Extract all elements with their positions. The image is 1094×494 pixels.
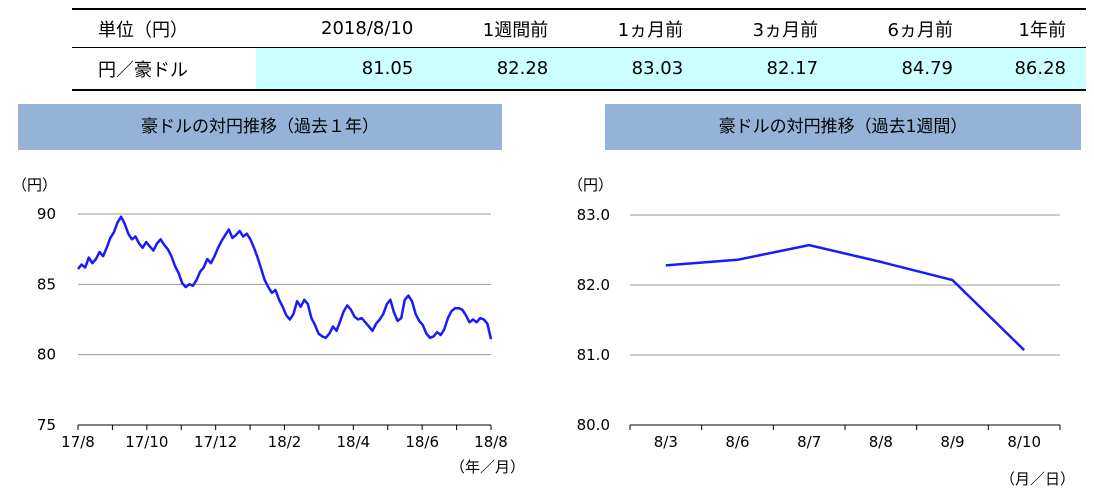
chart2-x-tick-label: 8/3	[654, 433, 678, 451]
table-row: 円／豪ドル 81.05 82.28 83.03 82.17 84.79 86.2…	[72, 47, 1086, 91]
chart2-y-unit: （円）	[568, 176, 613, 194]
value-date: 81.05	[256, 47, 434, 91]
chart1-y-tick-label: 80	[37, 346, 56, 364]
chart2-title: 豪ドルの対円推移（過去1週間）	[605, 104, 1081, 150]
chart2-y-tick-label: 81.0	[577, 346, 610, 364]
chart2-series-line	[665, 243, 1026, 351]
chart2-x-tick-label: 8/10	[1007, 433, 1041, 451]
chart1-x-tick-label: 18/6	[405, 433, 439, 451]
chart1-x-tick-label: 17/8	[61, 433, 95, 451]
value-3months: 82.17	[703, 47, 839, 91]
row-label: 円／豪ドル	[72, 47, 256, 91]
chart1-y-tick-label: 75	[37, 416, 56, 434]
chart2-y-tick-label: 83.0	[577, 206, 610, 224]
chart1-x-tick-label: 18/4	[336, 433, 370, 451]
chart1-series-line	[77, 215, 493, 340]
header-3months: 3ヵ月前	[703, 8, 839, 48]
chart1-x-tick-label: 17/12	[194, 433, 237, 451]
chart2-y-tick-label: 82.0	[577, 276, 610, 294]
chart1-y-tick-label: 85	[37, 275, 56, 293]
chart1-x-unit: （年／月）	[450, 458, 525, 476]
chart2-x-tick-label: 8/8	[869, 433, 893, 451]
value-6months: 84.79	[838, 47, 973, 91]
header-unit: 単位（円）	[72, 8, 256, 48]
header-1year: 1年前	[973, 8, 1086, 48]
chart2-x-tick-label: 8/7	[797, 433, 821, 451]
chart1-y-tick-label: 90	[37, 205, 56, 223]
value-1year: 86.28	[973, 47, 1086, 91]
chart1-y-unit: （円）	[12, 176, 57, 194]
header-1month: 1ヵ月前	[568, 8, 704, 48]
chart2-x-tick-label: 8/9	[940, 433, 964, 451]
chart1-x-tick-label: 18/2	[268, 433, 302, 451]
rate-summary-table: 単位（円） 2018/8/10 1週間前 1ヵ月前 3ヵ月前 6ヵ月前 1年前 …	[72, 8, 1086, 91]
chart1-title: 豪ドルの対円推移（過去１年）	[18, 104, 502, 150]
chart1-x-tick-label: 18/8	[474, 433, 508, 451]
header-date: 2018/8/10	[256, 8, 434, 48]
chart1-x-tick-label: 17/10	[125, 433, 168, 451]
value-1week: 82.28	[433, 47, 569, 91]
value-1month: 83.03	[568, 47, 704, 91]
header-1week: 1週間前	[433, 8, 569, 48]
table-header-row: 単位（円） 2018/8/10 1週間前 1ヵ月前 3ヵ月前 6ヵ月前 1年前	[72, 8, 1086, 48]
chart2-x-unit: （月／日）	[1000, 470, 1075, 488]
chart2-x-tick-label: 8/6	[725, 433, 749, 451]
header-6months: 6ヵ月前	[838, 8, 973, 48]
chart2-y-tick-label: 80.0	[577, 416, 610, 434]
